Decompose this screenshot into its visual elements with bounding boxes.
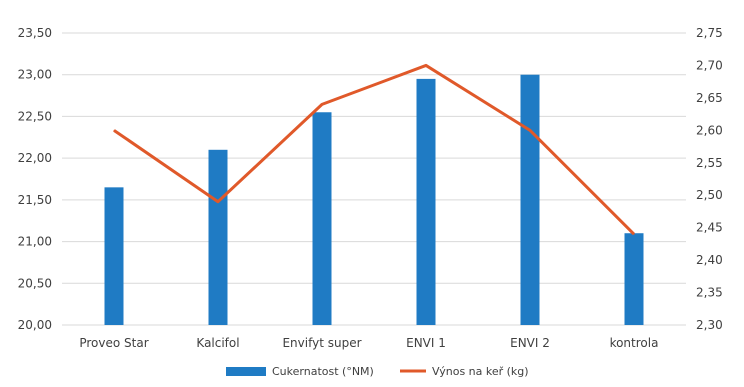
left-axis-ticks: 20,00 20,50 21,00 21,50 22,00 22,50 23,00 23,50 xyxy=(18,26,52,332)
category-label: ENVI 1 xyxy=(406,336,446,350)
line-point xyxy=(633,233,635,235)
right-tick-label: 2,60 xyxy=(696,123,723,137)
right-axis-ticks: 2,30 2,35 2,40 2,45 2,50 2,55 2,60 2,65 2,70 2,75 xyxy=(696,26,723,332)
right-tick-label: 2,35 xyxy=(696,286,723,300)
line-point xyxy=(321,103,323,105)
gridlines xyxy=(62,32,686,326)
bar xyxy=(104,187,124,325)
line-point xyxy=(425,64,427,66)
left-tick-label: 23,50 xyxy=(18,26,52,40)
line-series xyxy=(113,63,636,236)
category-labels: Proveo Star Kalcifol Envifyt super ENVI 1 EN… xyxy=(79,336,658,350)
legend-bar-label: Cukernatost (°NM) xyxy=(272,365,374,378)
bar xyxy=(208,149,228,325)
left-tick-label: 23,00 xyxy=(18,68,52,82)
right-tick-label: 2,75 xyxy=(696,26,723,40)
bar xyxy=(416,78,436,325)
left-tick-label: 22,50 xyxy=(18,109,52,123)
left-tick-label: 20,00 xyxy=(18,318,52,332)
line-point xyxy=(529,129,531,131)
line-point xyxy=(217,201,219,203)
legend-line-label: Výnos na keř (kg) xyxy=(432,365,529,378)
bar-series xyxy=(104,74,644,325)
right-tick-label: 2,30 xyxy=(696,318,723,332)
right-tick-label: 2,70 xyxy=(696,58,723,72)
right-tick-label: 2,65 xyxy=(696,91,723,105)
category-label: Envifyt super xyxy=(282,336,361,350)
line-path xyxy=(113,63,636,236)
right-tick-label: 2,40 xyxy=(696,253,723,267)
bar xyxy=(520,74,540,325)
category-label: Proveo Star xyxy=(79,336,148,350)
right-tick-label: 2,45 xyxy=(696,221,723,235)
category-label: Kalcifol xyxy=(196,336,239,350)
right-tick-label: 2,55 xyxy=(696,156,723,170)
left-tick-label: 22,00 xyxy=(18,151,52,165)
left-tick-label: 21,00 xyxy=(18,235,52,249)
bar xyxy=(312,112,332,325)
category-label: kontrola xyxy=(610,336,659,350)
bar xyxy=(624,233,644,325)
legend-bar-swatch xyxy=(226,367,266,376)
category-label: ENVI 2 xyxy=(510,336,550,350)
right-tick-label: 2,50 xyxy=(696,188,723,202)
left-tick-label: 20,50 xyxy=(18,276,52,290)
left-tick-label: 21,50 xyxy=(18,193,52,207)
line-point xyxy=(113,129,115,131)
legend: Cukernatost (°NM) Výnos na keř (kg) xyxy=(226,365,529,378)
